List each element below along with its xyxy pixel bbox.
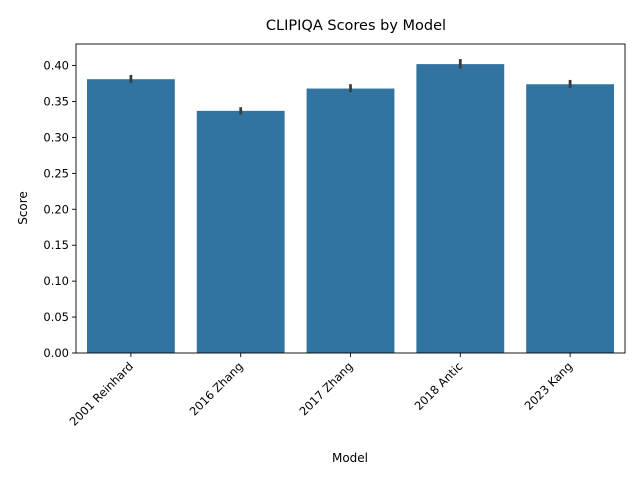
y-tick-label: 0.40 — [43, 59, 69, 73]
y-tick-label: 0.00 — [43, 346, 69, 360]
y-axis-label: Score — [16, 191, 30, 225]
y-tick-label: 0.35 — [43, 94, 69, 108]
y-tick-label: 0.30 — [43, 130, 69, 144]
chart-title: CLIPIQA Scores by Model — [266, 18, 446, 34]
bar — [306, 88, 395, 353]
y-tick-label: 0.10 — [43, 274, 69, 288]
bars-layer — [86, 64, 615, 354]
y-tick-label: 0.20 — [43, 202, 69, 216]
y-tick-label: 0.05 — [43, 310, 69, 324]
y-axis: 0.00 0.05 0.10 0.15 0.20 0.25 0.30 0.35 0.40 — [43, 59, 76, 360]
plot-frame — [75, 43, 626, 354]
bar — [86, 79, 175, 354]
y-tick-label: 0.25 — [43, 166, 69, 180]
bar — [196, 110, 285, 353]
y-tick-label: 0.15 — [43, 238, 69, 252]
bar — [416, 64, 505, 353]
bar — [526, 84, 615, 354]
error-bars-layer — [129, 59, 572, 115]
x-axis-label: Model — [332, 451, 368, 465]
